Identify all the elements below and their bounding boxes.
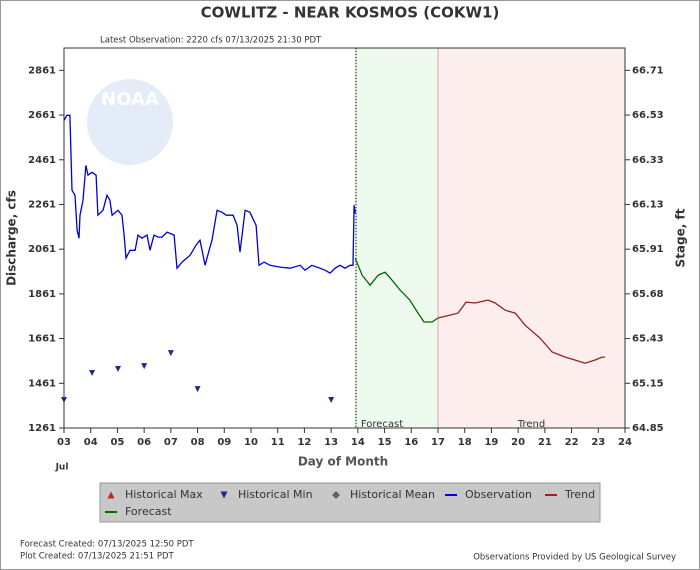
y-tick-label: 1461 <box>28 378 56 389</box>
x-tick-label: 10 <box>244 437 258 448</box>
x-tick-label: 18 <box>458 437 472 448</box>
y-tick-label: 1661 <box>28 334 56 345</box>
footer-text: Observations Provided by US Geological S… <box>473 553 676 563</box>
chart-title: COWLITZ - NEAR KOSMOS (COKW1) <box>201 4 500 22</box>
series-line <box>354 257 439 323</box>
x-tick-label: 09 <box>217 437 231 448</box>
x-tick-label: 16 <box>404 437 418 448</box>
region <box>437 47 626 429</box>
y2-tick-label: 66.53 <box>632 110 664 121</box>
y2-tick-label: 65.43 <box>632 334 664 345</box>
x-sublabel: Jul <box>55 463 69 473</box>
legend-swatch <box>332 491 340 499</box>
footer-text: Forecast Created: 07/13/2025 12:50 PDT <box>20 540 194 550</box>
y2-tick-label: 65.91 <box>632 244 664 255</box>
region-label: Trend <box>517 419 545 430</box>
x-tick-label: 21 <box>538 437 552 448</box>
y-tick-label: 2661 <box>28 110 56 121</box>
legend-box <box>99 482 601 523</box>
y2-tick-label: 66.33 <box>632 155 664 166</box>
region-label: Forecast <box>361 419 403 430</box>
y2-tick-label: 64.85 <box>632 423 664 434</box>
marker <box>141 363 148 370</box>
x-tick-label: 15 <box>378 437 392 448</box>
legend-swatch <box>220 491 228 499</box>
logo-text: NOAA <box>101 89 159 110</box>
legend-label: Forecast <box>125 505 172 518</box>
legend-label: Historical Max <box>125 488 203 501</box>
y-tick-label: 2861 <box>28 65 56 76</box>
x-tick-label: 22 <box>565 437 579 448</box>
x-tick-label: 07 <box>164 437 178 448</box>
x-tick-label: 24 <box>618 437 632 448</box>
y2-tick-label: 65.15 <box>632 378 664 389</box>
marker <box>194 386 201 393</box>
marker <box>89 370 96 377</box>
x-tick-label: 03 <box>57 437 71 448</box>
x-tick-label: 17 <box>431 437 445 448</box>
plot-area <box>63 47 626 429</box>
x-tick-label: 04 <box>84 437 98 448</box>
x-tick-label: 08 <box>191 437 205 448</box>
x-tick-label: 14 <box>351 437 365 448</box>
series-line <box>437 299 605 364</box>
legend-label: Observation <box>465 488 532 501</box>
legend-label: Historical Mean <box>350 488 435 501</box>
y-tick-label: 1861 <box>28 289 56 300</box>
y-tick-label: 2461 <box>28 155 56 166</box>
y-tick-label: 2261 <box>28 199 56 210</box>
marker <box>61 397 67 404</box>
y2-tick-label: 65.68 <box>632 289 664 300</box>
y-tick-label: 2061 <box>28 244 56 255</box>
marker <box>114 365 121 372</box>
y2-tick-label: 66.71 <box>632 65 664 76</box>
region <box>355 47 439 429</box>
marker <box>328 397 335 404</box>
y2-tick-label: 66.13 <box>632 199 664 210</box>
x-tick-label: 23 <box>591 437 605 448</box>
logo <box>87 79 173 165</box>
x-tick-label: 19 <box>484 437 498 448</box>
x-tick-label: 05 <box>110 437 124 448</box>
x-tick-label: 06 <box>137 437 151 448</box>
y2-axis-title: Stage, ft <box>674 208 688 267</box>
y-axis-title: Discharge, cfs <box>5 190 19 286</box>
footer-text: Plot Created: 07/13/2025 21:51 PDT <box>20 552 174 562</box>
marker <box>167 350 174 357</box>
x-axis-title: Day of Month <box>298 455 388 469</box>
x-tick-label: 11 <box>271 437 285 448</box>
legend-label: Historical Min <box>238 488 313 501</box>
legend-swatch <box>107 491 115 499</box>
x-tick-label: 20 <box>511 437 525 448</box>
subtitle: Latest Observation: 2220 cfs 07/13/2025 … <box>100 36 322 46</box>
x-tick-label: 12 <box>297 437 311 448</box>
x-tick-label: 13 <box>324 437 338 448</box>
y-tick-label: 1261 <box>28 423 56 434</box>
legend-label: Trend <box>564 488 595 501</box>
series-line <box>63 114 356 274</box>
